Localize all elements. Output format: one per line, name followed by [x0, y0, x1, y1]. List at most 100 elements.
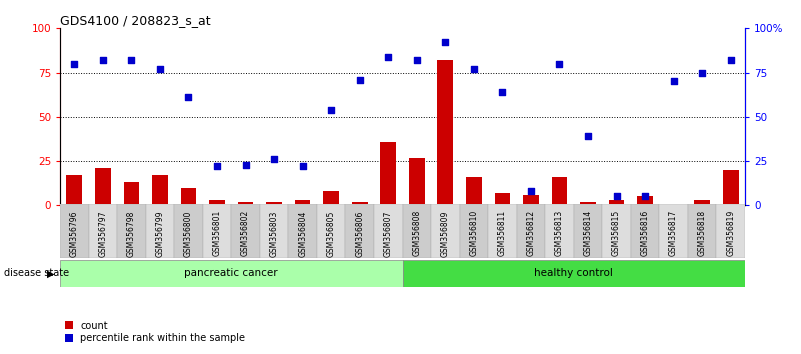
Bar [552, 177, 567, 205]
Text: GSM356810: GSM356810 [469, 210, 478, 256]
Text: GSM356805: GSM356805 [327, 210, 336, 257]
Text: pancreatic cancer: pancreatic cancer [184, 268, 278, 279]
Point [439, 40, 452, 45]
Bar [203, 204, 231, 258]
Bar [266, 202, 282, 205]
Bar [60, 260, 402, 287]
Bar [324, 191, 339, 205]
Text: GSM356803: GSM356803 [270, 210, 279, 257]
Point [525, 188, 537, 194]
Bar [380, 142, 396, 205]
Text: GSM356796: GSM356796 [70, 210, 78, 257]
Point [154, 66, 167, 72]
Point [582, 133, 594, 139]
Bar [60, 204, 89, 258]
Bar [238, 202, 253, 205]
Bar [66, 175, 83, 205]
Bar [231, 204, 260, 258]
Text: ▶: ▶ [47, 268, 54, 279]
Point [296, 164, 309, 169]
Legend: count, percentile rank within the sample: count, percentile rank within the sample [65, 321, 245, 343]
Text: GSM356806: GSM356806 [355, 210, 364, 257]
Bar [574, 204, 602, 258]
Point [638, 194, 651, 199]
Point [324, 107, 337, 113]
Text: GSM356815: GSM356815 [612, 210, 621, 256]
Point [68, 61, 81, 67]
Bar [638, 196, 653, 205]
Bar [152, 175, 167, 205]
Text: GSM356813: GSM356813 [555, 210, 564, 256]
Bar [545, 204, 574, 258]
Bar [146, 204, 174, 258]
Bar [402, 204, 431, 258]
Text: GSM356809: GSM356809 [441, 210, 450, 257]
Bar [666, 204, 682, 205]
Text: GSM356812: GSM356812 [526, 210, 535, 256]
Point [96, 57, 109, 63]
Point [496, 89, 509, 95]
Text: GSM356811: GSM356811 [498, 210, 507, 256]
Bar [466, 177, 481, 205]
Bar [630, 204, 659, 258]
Bar [117, 204, 146, 258]
Text: GSM356814: GSM356814 [583, 210, 593, 256]
Bar [580, 202, 596, 205]
Bar [609, 200, 624, 205]
Bar [602, 204, 630, 258]
Bar [694, 200, 710, 205]
Point [553, 61, 566, 67]
Text: GSM356816: GSM356816 [641, 210, 650, 256]
Text: GSM356817: GSM356817 [669, 210, 678, 256]
Text: disease state: disease state [4, 268, 69, 279]
Bar [95, 168, 111, 205]
Text: GSM356802: GSM356802 [241, 210, 250, 256]
Text: GSM356800: GSM356800 [184, 210, 193, 257]
Point [125, 57, 138, 63]
Point [182, 95, 195, 100]
Point [667, 79, 680, 84]
Bar [523, 195, 539, 205]
Text: GSM356801: GSM356801 [212, 210, 222, 256]
Point [239, 162, 252, 167]
Bar [317, 204, 345, 258]
Text: GSM356807: GSM356807 [384, 210, 392, 257]
Point [724, 57, 737, 63]
Text: GSM356799: GSM356799 [155, 210, 164, 257]
Point [610, 194, 623, 199]
Bar [260, 204, 288, 258]
Text: GSM356818: GSM356818 [698, 210, 706, 256]
Text: GSM356808: GSM356808 [413, 210, 421, 256]
Bar [174, 204, 203, 258]
Text: GSM356798: GSM356798 [127, 210, 136, 257]
Text: GSM356797: GSM356797 [99, 210, 107, 257]
Text: GDS4100 / 208823_s_at: GDS4100 / 208823_s_at [60, 14, 211, 27]
Bar [402, 260, 745, 287]
Bar [209, 200, 225, 205]
Bar [488, 204, 517, 258]
Bar [374, 204, 402, 258]
Point [468, 66, 481, 72]
Bar [345, 204, 374, 258]
Bar [688, 204, 716, 258]
Bar [89, 204, 117, 258]
Bar [723, 170, 739, 205]
Text: GSM356804: GSM356804 [298, 210, 307, 257]
Point [382, 54, 395, 59]
Bar [437, 60, 453, 205]
Bar [352, 202, 368, 205]
Bar [431, 204, 460, 258]
Bar [716, 204, 745, 258]
Bar [494, 193, 510, 205]
Bar [659, 204, 688, 258]
Point [211, 164, 223, 169]
Bar [123, 182, 139, 205]
Point [696, 70, 709, 75]
Bar [288, 204, 317, 258]
Bar [181, 188, 196, 205]
Bar [295, 200, 311, 205]
Point [268, 156, 280, 162]
Text: GSM356819: GSM356819 [727, 210, 735, 256]
Bar [460, 204, 488, 258]
Point [410, 57, 423, 63]
